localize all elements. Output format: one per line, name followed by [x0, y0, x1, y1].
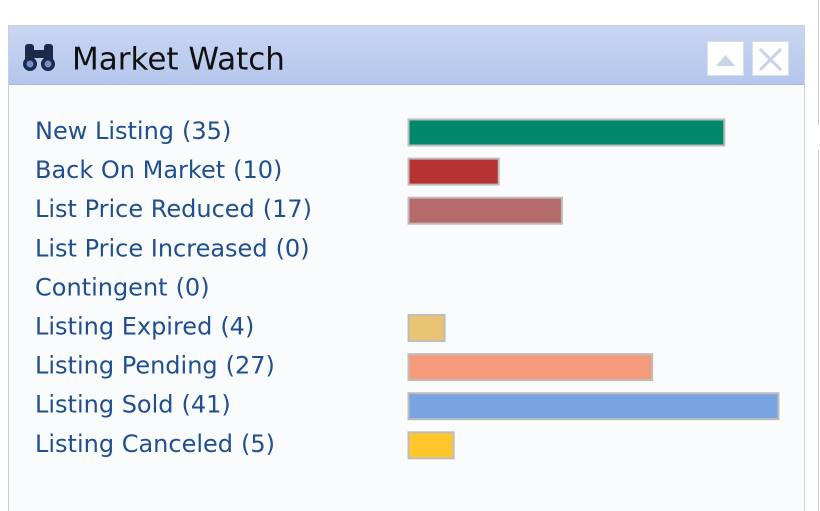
row-label[interactable]: List Price Reduced (17): [35, 195, 312, 223]
count-label: (0): [276, 234, 310, 262]
category-name: Back On Market: [35, 156, 225, 184]
binoculars-icon: [23, 44, 55, 71]
row-label[interactable]: Listing Sold (41): [35, 391, 231, 419]
row-label[interactable]: Back On Market (10): [35, 156, 282, 184]
count-label: (35): [182, 117, 231, 145]
count-label: (0): [176, 273, 210, 301]
category-name: New Listing: [35, 117, 174, 145]
bar: [407, 118, 726, 147]
row-label[interactable]: List Price Increased (0): [35, 234, 310, 262]
category-name: Listing Pending: [35, 352, 218, 380]
close-button[interactable]: [752, 41, 789, 76]
count-label: (17): [263, 195, 312, 223]
count-label: (27): [226, 352, 275, 380]
collapse-button[interactable]: [707, 41, 744, 76]
count-label: (4): [220, 313, 254, 341]
category-name: List Price Reduced: [35, 195, 255, 223]
bar: [407, 353, 654, 382]
row-label[interactable]: New Listing (35): [35, 117, 231, 145]
row-label[interactable]: Listing Pending (27): [35, 352, 275, 380]
category-name: Contingent: [35, 273, 168, 301]
category-name: Listing Sold: [35, 391, 174, 419]
bar: [407, 392, 780, 421]
widget-title: Market Watch: [72, 42, 285, 78]
category-name: List Price Increased: [35, 234, 268, 262]
panel: [8, 25, 805, 511]
bar: [407, 157, 500, 186]
row-label[interactable]: Listing Expired (4): [35, 313, 254, 341]
category-name: Listing Expired: [35, 313, 212, 341]
bar: [407, 196, 563, 225]
count-label: (5): [241, 430, 275, 458]
row-label[interactable]: Listing Canceled (5): [35, 430, 275, 458]
bar: [407, 314, 446, 342]
count-label: (41): [182, 391, 231, 419]
bar: [407, 431, 455, 460]
category-name: Listing Canceled: [35, 430, 233, 458]
row-label[interactable]: Contingent (0): [35, 273, 210, 301]
panel-header: [9, 26, 804, 84]
count-label: (10): [233, 156, 282, 184]
